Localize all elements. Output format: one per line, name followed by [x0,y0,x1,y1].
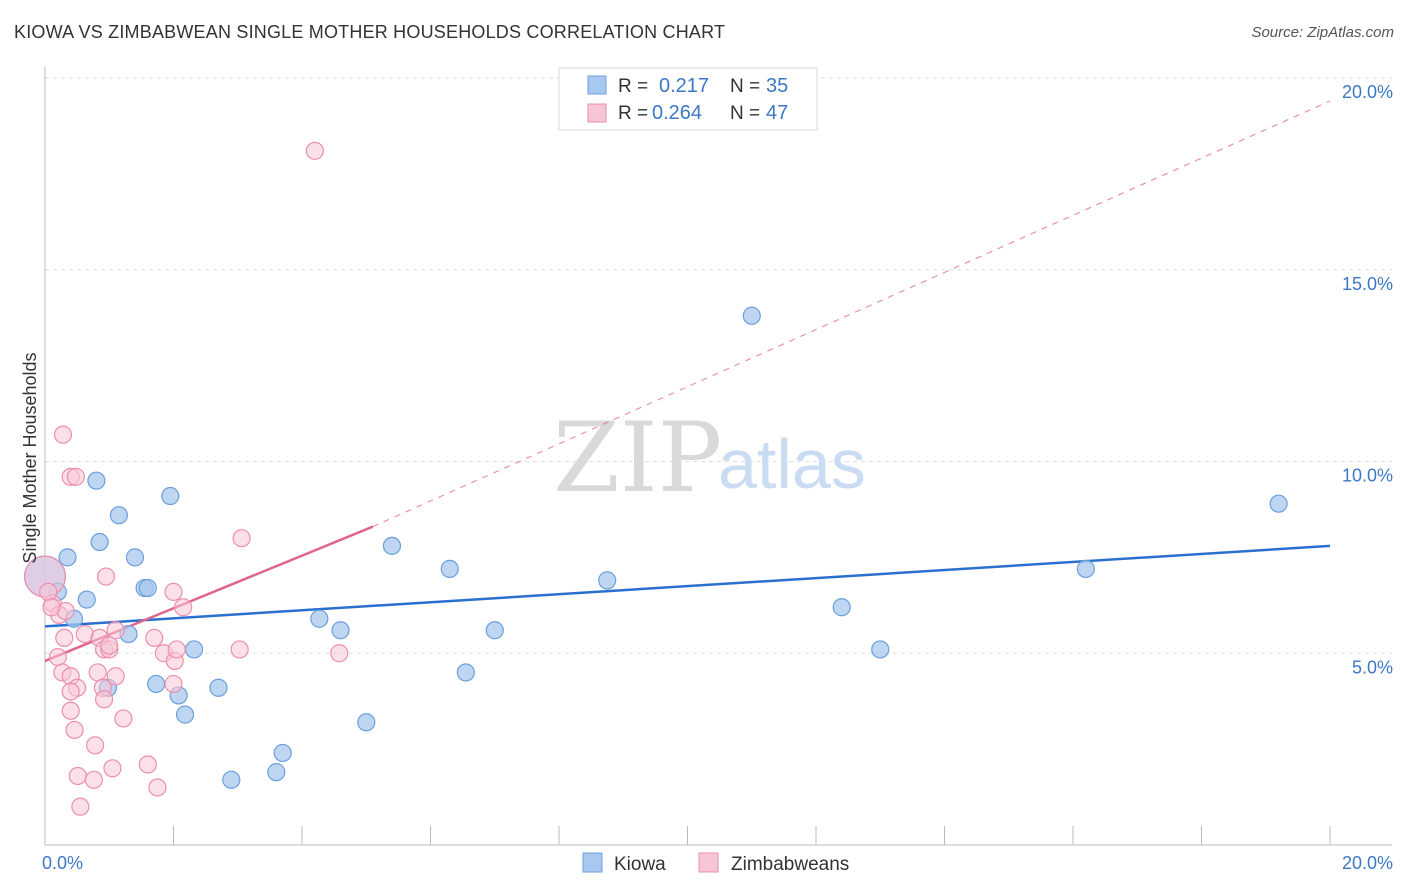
grid-lines: 5.0% 10.0% 15.0% 20.0% [45,77,1393,677]
zimbabweans-point [106,667,125,686]
kiowa-point [267,763,286,782]
kiowa-point [184,640,204,659]
legend-swatch-zimbabweans [587,103,607,123]
kiowa-point [161,486,180,506]
kiowa-point [222,770,241,789]
zimbabweans-point [138,755,157,774]
zimbabweans-point [61,682,80,701]
zimbabweans-point [71,797,90,816]
legend-bottom: Kiowa Zimbabweans [582,852,849,875]
zimbabweans-point [53,425,73,444]
zimbabweans-point [66,467,85,486]
zimbabweans-point [305,141,324,160]
y-tick-label: 20.0% [1342,82,1393,102]
data-points [24,141,1288,816]
zimbabweans-point [330,644,349,663]
zimbabweans-point [95,690,114,709]
legend-zimb-n-label: N = [730,103,760,124]
x-tick-label-min: 0.0% [42,853,83,873]
legend-kiowa-r-value: 0.217 [659,75,709,97]
kiowa-point [310,609,329,628]
y-tick-label: 5.0% [1352,657,1393,677]
chart-title: KIOWA VS ZIMBABWEAN SINGLE MOTHER HOUSEH… [14,22,726,42]
zimbabweans-point [164,582,183,601]
kiowa-point [138,578,157,598]
y-axis-title-group: Single Mother Households [20,352,40,563]
zimbabweans-point [48,647,67,667]
y-tick-label: 10.0% [1342,466,1393,486]
kiowa-point [382,536,402,555]
zimbabweans-point [148,778,167,797]
kiowa-point [1269,494,1288,513]
legend-zimb-n-value: 47 [766,102,788,124]
zimbabweans-point [103,759,122,778]
zimbabweans-point [84,770,103,789]
legend-kiowa-r-label: R = [618,76,648,97]
zimbabweans-point [114,709,133,728]
y-axis-title: Single Mother Households [20,352,40,563]
kiowa-point [147,674,166,694]
kiowa-trend-line [44,544,1331,628]
zimbabweans-point [100,636,119,655]
kiowa-point [77,590,96,609]
zimbabweans-point [86,736,105,755]
zimbabweans-point [232,529,251,548]
kiowa-point [209,678,228,697]
zimbabweans-point [39,582,58,601]
kiowa-point [742,306,761,325]
kiowa-point [58,548,77,567]
kiowa-point [440,559,459,578]
zimbabweans-point [65,720,84,740]
x-tick-label-max: 20.0% [1342,853,1393,873]
watermark-atlas: atlas [718,425,866,503]
zimbabweans-point [55,628,74,648]
watermark-zip: ZIP [553,402,722,514]
kiowa-point [109,506,128,525]
kiowa-point [331,621,350,640]
zimbabweans-point [174,598,193,617]
trend-lines [44,100,1331,663]
zimbabweans-point [88,663,107,682]
zimbabweans-point [42,598,61,617]
kiowa-point [175,705,195,724]
watermark: ZIP atlas [553,402,866,514]
kiowa-point [125,548,145,567]
kiowa-point [1076,559,1095,578]
kiowa-point [87,471,106,490]
kiowa-point [598,571,617,590]
legend-bottom-swatch-zimbabweans [698,852,719,873]
zimbabweans-point [96,567,116,586]
zimbabweans-point [61,701,80,720]
zimbabweans-point [230,640,249,659]
zimbabweans-point [106,621,125,640]
zimbabweans-point [164,674,183,694]
zimbabweans-point [167,640,186,659]
legend-kiowa-n-value: 35 [766,75,788,97]
kiowa-point [832,598,851,617]
source-credit: Source: ZipAtlas.com [1251,24,1394,41]
axes: 0.0% 20.0% [42,67,1393,873]
zimbabweans-point [68,766,87,786]
legend-stats: R = 0.217 N = 35 R = 0.264 N = 47 [558,67,818,131]
legend-kiowa-n-label: N = [730,76,760,97]
kiowa-point [90,532,109,552]
legend-bottom-kiowa: Kiowa [614,854,666,875]
kiowa-point [273,743,292,763]
kiowa-point [456,663,475,682]
kiowa-point [357,713,376,732]
legend-zimb-r-value: 0.264 [652,102,702,124]
y-tick-label: 15.0% [1342,274,1393,294]
legend-swatch-kiowa [587,75,607,95]
legend-zimb-r-label: R = [618,103,648,124]
kiowa-point [485,621,504,640]
legend-bottom-zimbabweans: Zimbabweans [731,854,849,875]
zimbabweans-point [145,628,164,648]
legend-bottom-swatch-kiowa [582,852,603,873]
kiowa-point [871,640,890,659]
